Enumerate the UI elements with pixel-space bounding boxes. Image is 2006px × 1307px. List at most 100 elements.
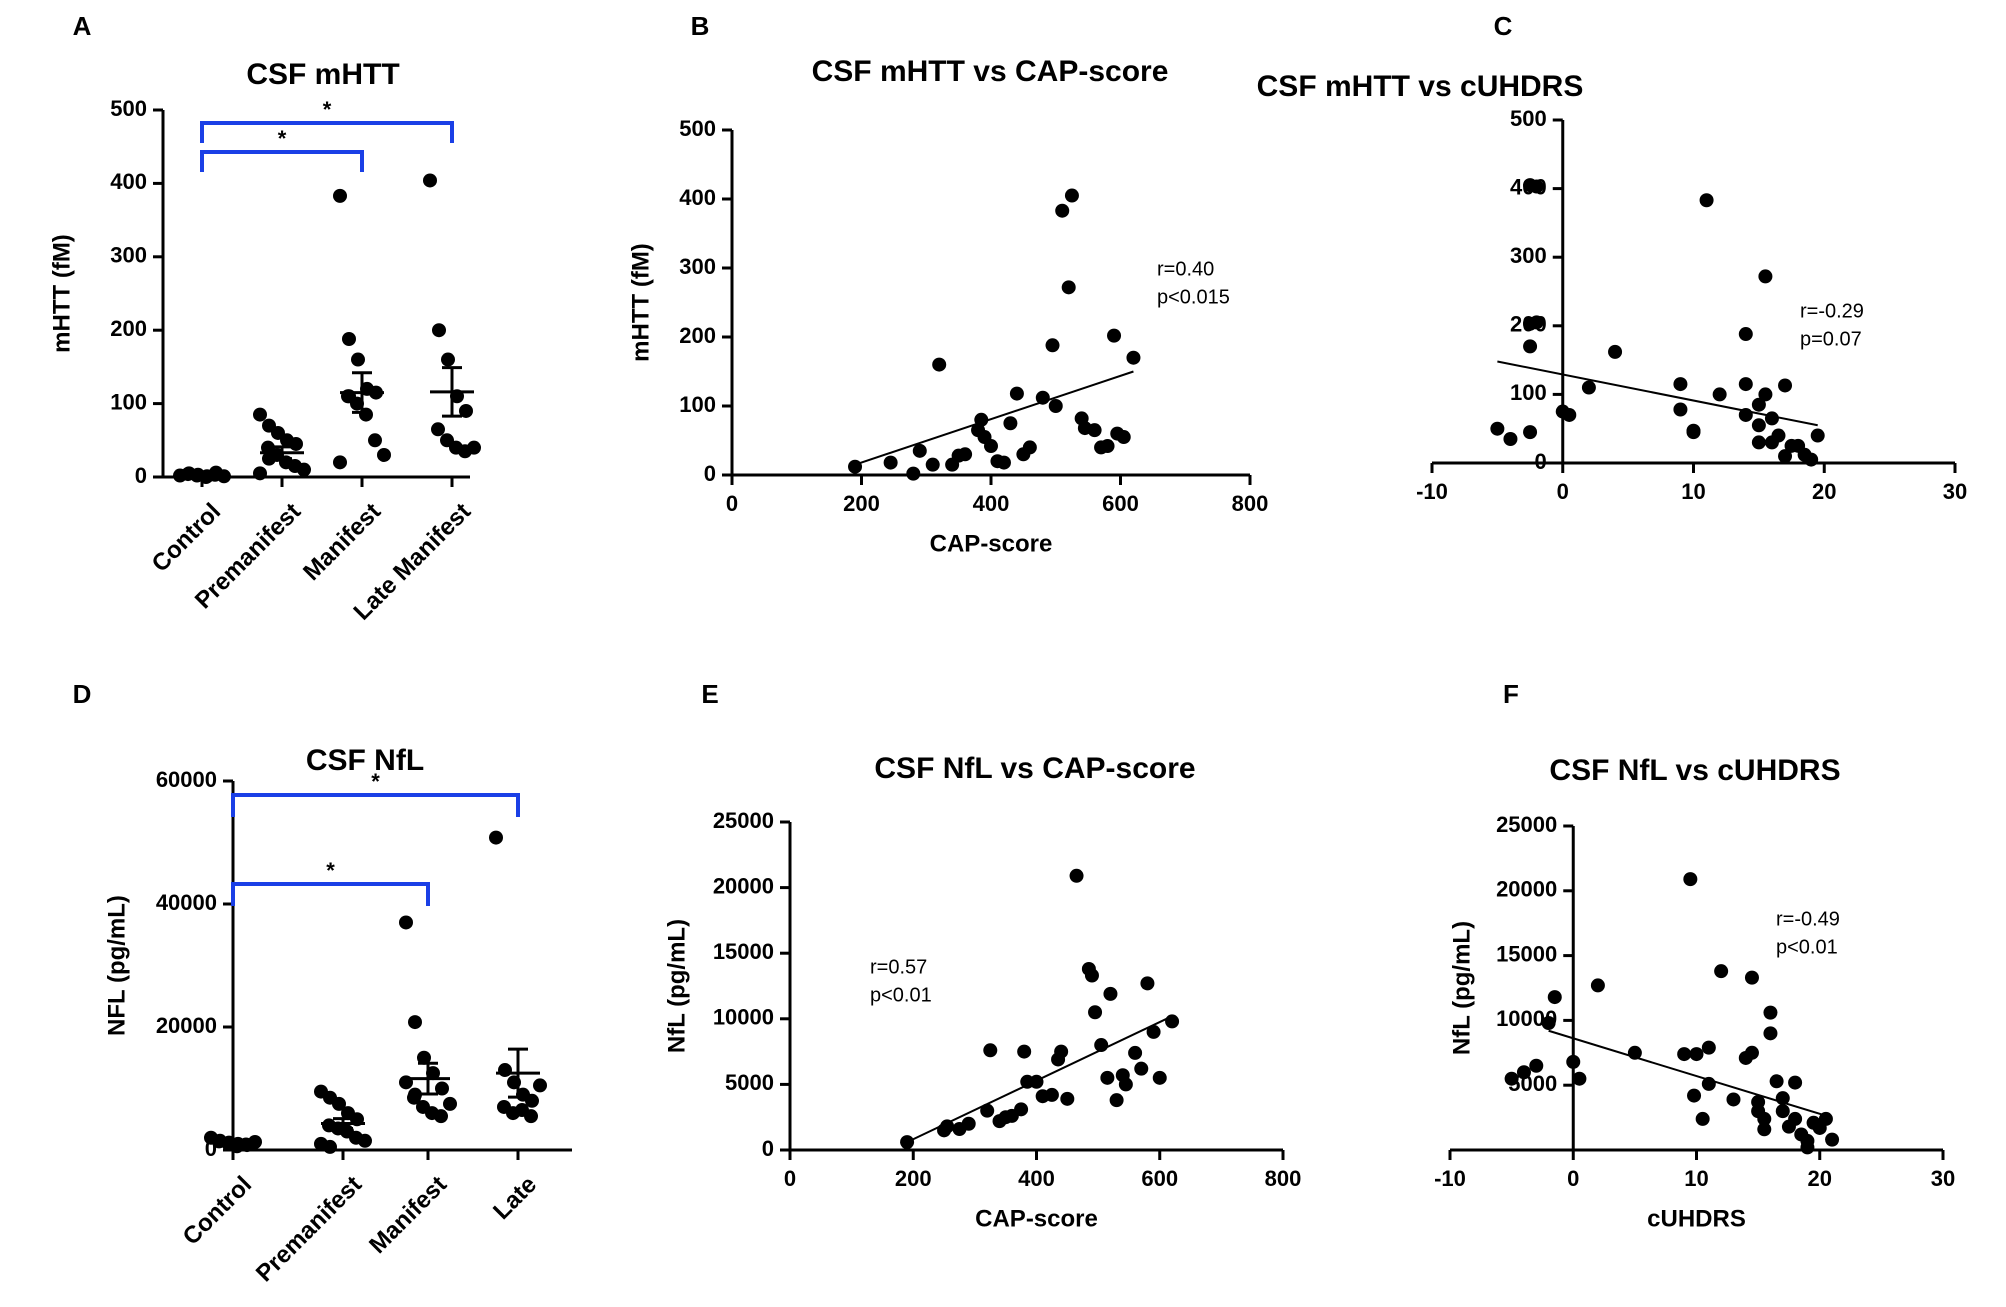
panel-letter: F (1503, 679, 1519, 709)
data-point (423, 173, 437, 188)
y-tick-label: 15000 (713, 939, 774, 964)
data-point (961, 1116, 976, 1131)
data-point (1014, 1102, 1029, 1117)
data-point (1686, 423, 1701, 438)
data-point (297, 462, 311, 477)
chart-title: CSF NfL vs CAP-score (874, 752, 1195, 785)
data-point (1757, 1122, 1772, 1137)
data-point (1523, 339, 1538, 354)
fit-line (854, 370, 1134, 466)
data-point (467, 440, 481, 455)
data-point (489, 830, 503, 845)
significance-bracket (200, 121, 454, 143)
y-tick-label: 20000 (1496, 877, 1557, 902)
significance-label: * (278, 126, 287, 151)
y-tick-label: 300 (110, 243, 147, 268)
data-point (1788, 1075, 1803, 1090)
data-point (1103, 986, 1118, 1001)
data-point (1778, 449, 1793, 464)
data-point (940, 1119, 955, 1134)
data-point (1529, 1058, 1544, 1073)
fit-line (1548, 1029, 1833, 1119)
data-point (984, 439, 998, 454)
x-tick-label: -10 (1434, 1166, 1466, 1191)
x-tick-label: 30 (1931, 1166, 1955, 1191)
data-point (1048, 399, 1063, 413)
data-point (525, 1093, 539, 1108)
data-point (1818, 1111, 1833, 1126)
data-point (408, 1087, 422, 1102)
y-tick-label: 400 (679, 185, 716, 210)
panel-letter: C (1494, 11, 1513, 41)
x-tick-label: Premanifest (251, 1171, 367, 1287)
y-tick-label: 300 (1510, 243, 1547, 268)
data-point (1738, 377, 1753, 392)
x-tick-label: 30 (1943, 479, 1967, 504)
data-point (1581, 380, 1596, 395)
data-point (1094, 1038, 1109, 1053)
y-tick-label: 10000 (713, 1005, 774, 1030)
panel-letter: A (73, 11, 92, 41)
x-tick-label: Control (178, 1171, 257, 1250)
data-point (441, 352, 455, 367)
data-point (1714, 964, 1729, 979)
data-point (432, 323, 446, 338)
data-point (253, 407, 267, 422)
data-point (932, 357, 947, 372)
x-tick-label: 200 (843, 491, 880, 516)
data-point (351, 352, 365, 367)
data-point (1608, 344, 1623, 359)
data-point (996, 455, 1011, 470)
data-point (958, 447, 973, 462)
data-point (1061, 280, 1076, 295)
x-tick-label: -10 (1416, 479, 1448, 504)
data-point (368, 433, 382, 448)
data-point (980, 1103, 995, 1118)
y-tick-label: 0 (704, 461, 716, 486)
data-point (1562, 407, 1577, 422)
significance-bracket (200, 150, 364, 172)
y-axis-label: mHTT (fM) (48, 234, 75, 353)
data-point (1825, 1132, 1840, 1147)
data-point (1744, 970, 1759, 985)
significance-bracket (231, 793, 520, 817)
data-point (1503, 431, 1518, 446)
y-tick-label: 0 (762, 1136, 774, 1161)
y-axis-label: NfL (pg/mL) (1449, 921, 1476, 1055)
y-tick-label: 25000 (1496, 812, 1557, 837)
y-tick-label: 300 (679, 254, 716, 279)
annotation-text: r=0.57 (870, 956, 927, 978)
data-point (333, 455, 347, 470)
data-point (1529, 179, 1544, 194)
data-point (1775, 1091, 1790, 1106)
data-point (1045, 338, 1060, 353)
data-point (1800, 1133, 1815, 1148)
panel-letter: E (701, 679, 718, 709)
data-point (974, 412, 989, 427)
x-tick-label: Manifest (364, 1171, 452, 1259)
data-point (289, 436, 303, 451)
data-point (533, 1078, 547, 1093)
data-point (1100, 439, 1115, 454)
y-tick-label: 500 (110, 96, 147, 121)
chart-title: CSF mHTT vs CAP-score (812, 55, 1169, 88)
data-point (1055, 203, 1070, 218)
data-point (1003, 416, 1018, 431)
data-point (1769, 1074, 1784, 1089)
data-point (1109, 1093, 1124, 1108)
data-point (377, 447, 391, 462)
data-point (1134, 1061, 1149, 1076)
data-point (1701, 1076, 1716, 1091)
x-tick-label: 400 (973, 491, 1010, 516)
y-tick-label: 100 (110, 389, 147, 414)
x-tick-label: 800 (1232, 491, 1269, 516)
annotation-text: r=0.40 (1157, 258, 1214, 280)
data-point (1677, 1047, 1692, 1062)
y-tick-label: 40000 (156, 890, 217, 915)
data-point (1683, 872, 1698, 887)
data-point (848, 459, 863, 474)
data-point (1764, 411, 1779, 426)
